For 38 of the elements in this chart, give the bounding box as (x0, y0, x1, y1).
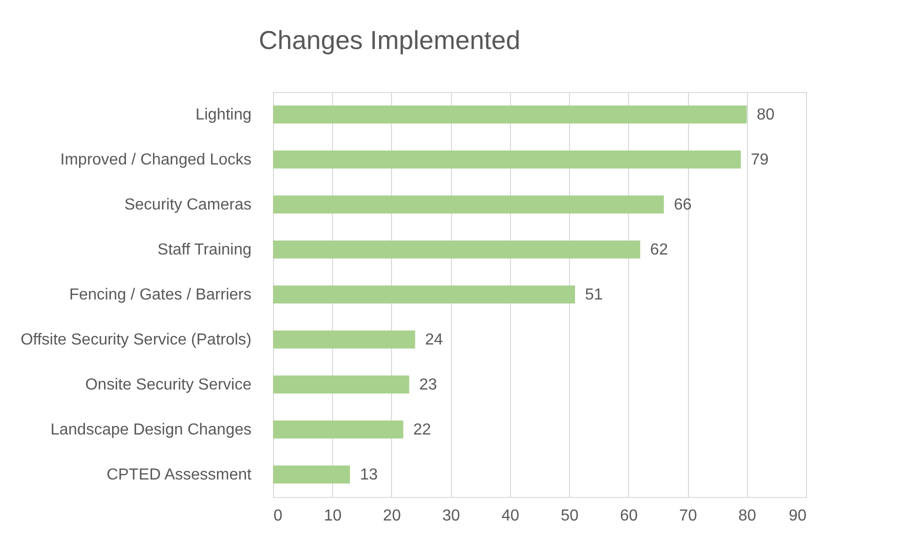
bar (273, 286, 576, 304)
y-tick-label: Lighting (195, 106, 252, 124)
x-tick-label: 50 (560, 508, 579, 524)
data-label: 62 (650, 242, 668, 258)
bar (273, 150, 741, 168)
data-label: 24 (425, 332, 444, 348)
x-tick-label: 60 (620, 508, 638, 524)
y-tick-label: Security Cameras (124, 196, 252, 214)
data-label: 13 (360, 466, 378, 484)
y-tick-label: Onsite Security Service (85, 376, 252, 394)
x-tick-label: 80 (738, 508, 756, 524)
bar (273, 376, 410, 394)
bar (273, 196, 664, 214)
x-tick-label: 70 (679, 508, 698, 524)
x-tick-label: 10 (324, 508, 342, 524)
bar (273, 106, 747, 124)
y-tick-label: Offsite Security Service (Patrols) (20, 332, 252, 348)
data-label: 66 (674, 196, 692, 214)
data-label: 51 (585, 286, 603, 304)
x-tick-label: 40 (501, 508, 520, 524)
data-label: 79 (750, 152, 769, 168)
y-tick-label: Improved / Changed Locks (60, 152, 252, 168)
bar (273, 420, 404, 438)
x-tick-label: 20 (383, 508, 401, 524)
bar (273, 240, 640, 258)
x-tick-label: 30 (442, 508, 460, 524)
y-tick-label: Landscape Design Changes (50, 422, 252, 438)
y-tick-label: CPTED Assessment (106, 466, 252, 484)
y-tick-label: Staff Training (158, 242, 252, 258)
y-tick-label: Fencing / Gates / Barriers (69, 286, 252, 304)
x-tick-label: 0 (274, 508, 282, 524)
chart-title: Changes Implemented (258, 25, 520, 55)
data-label: 22 (413, 422, 432, 438)
data-label: 23 (419, 376, 438, 394)
bar (273, 330, 416, 348)
bar (273, 466, 350, 484)
data-label: 80 (756, 106, 775, 124)
x-tick-label: 90 (788, 508, 807, 524)
